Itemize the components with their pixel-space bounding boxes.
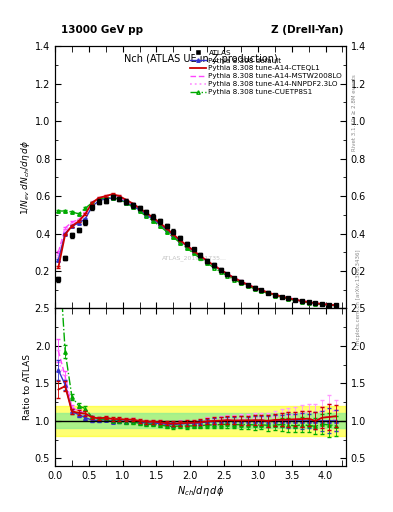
Y-axis label: Ratio to ATLAS: Ratio to ATLAS xyxy=(23,354,32,420)
Text: mcplots.cern.ch [arXiv:1306.3436]: mcplots.cern.ch [arXiv:1306.3436] xyxy=(356,249,361,345)
Text: ATLAS_2019_I1735...: ATLAS_2019_I1735... xyxy=(162,255,227,261)
Legend: ATLAS, Pythia 8.308 default, Pythia 8.308 tune-A14-CTEQL1, Pythia 8.308 tune-A14: ATLAS, Pythia 8.308 default, Pythia 8.30… xyxy=(188,48,343,96)
Y-axis label: $1/N_{ev}\;dN_{ch}/d\eta\,d\phi$: $1/N_{ev}\;dN_{ch}/d\eta\,d\phi$ xyxy=(19,140,32,215)
X-axis label: $N_{ch}/d\eta\,d\phi$: $N_{ch}/d\eta\,d\phi$ xyxy=(177,483,224,498)
Text: 13000 GeV pp: 13000 GeV pp xyxy=(61,25,143,35)
Bar xyxy=(55,406,346,436)
Text: Z (Drell-Yan): Z (Drell-Yan) xyxy=(272,25,344,35)
Text: Nch (ATLAS UE in Z production): Nch (ATLAS UE in Z production) xyxy=(123,54,277,64)
Bar xyxy=(55,413,346,429)
Text: Rivet 3.1.10, ≥ 2.8M events: Rivet 3.1.10, ≥ 2.8M events xyxy=(352,74,357,151)
